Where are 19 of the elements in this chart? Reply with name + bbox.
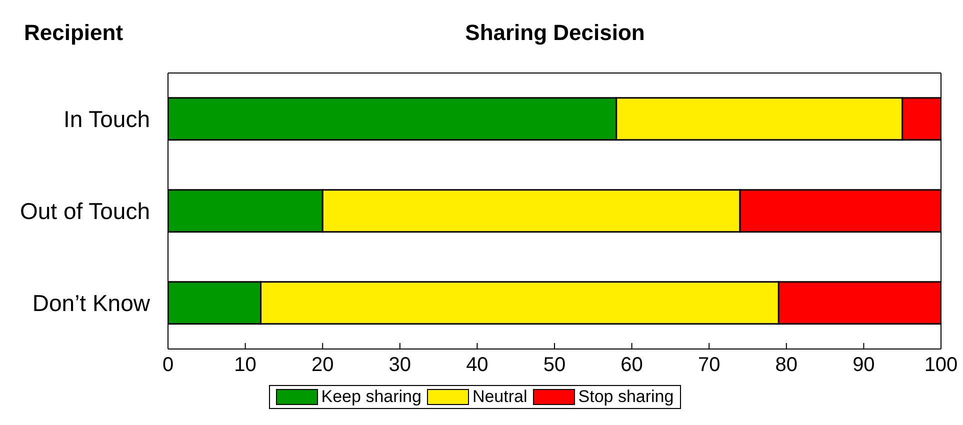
x-tick-label: 0 [162,354,174,376]
x-tick-label: 10 [234,354,256,376]
x-tick-label: 90 [852,354,875,376]
legend-label: Keep sharing [320,387,422,407]
y-tick-label: In Touch [63,106,150,132]
chart-title: Sharing Decision [464,20,646,46]
x-tick-label: 70 [698,354,720,376]
y-tick-label: Out of Touch [20,198,150,224]
x-tick-label: 80 [775,354,798,376]
x-tick-label: 60 [620,354,643,376]
x-tick-label: 100 [924,354,958,376]
x-tick-label: 20 [311,354,334,376]
x-tick-label: 40 [466,354,488,376]
y-tick-label: Don’t Know [32,290,150,316]
legend-label: Stop sharing [577,387,674,407]
x-tick-label: 30 [388,354,412,376]
x-tick-label: 50 [543,354,566,376]
legend-label: Neutral [471,387,528,407]
y-axis-title: Recipient [24,20,124,46]
